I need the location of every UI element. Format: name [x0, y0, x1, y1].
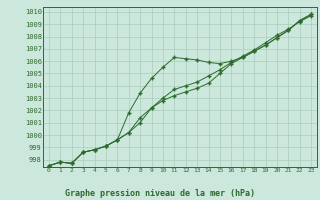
Text: Graphe pression niveau de la mer (hPa): Graphe pression niveau de la mer (hPa)	[65, 189, 255, 198]
